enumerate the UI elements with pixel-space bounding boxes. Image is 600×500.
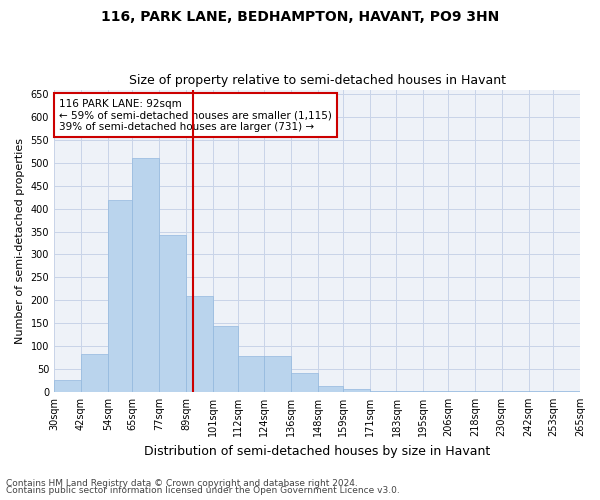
Bar bbox=[343, 388, 370, 392]
Text: 116 PARK LANE: 92sqm
← 59% of semi-detached houses are smaller (1,115)
39% of se: 116 PARK LANE: 92sqm ← 59% of semi-detac… bbox=[59, 98, 332, 132]
Bar bbox=[370, 391, 397, 392]
X-axis label: Distribution of semi-detached houses by size in Havant: Distribution of semi-detached houses by … bbox=[144, 444, 490, 458]
Bar bbox=[133, 158, 159, 392]
Bar bbox=[54, 380, 81, 392]
Text: 116, PARK LANE, BEDHAMPTON, HAVANT, PO9 3HN: 116, PARK LANE, BEDHAMPTON, HAVANT, PO9 … bbox=[101, 10, 499, 24]
Bar bbox=[159, 235, 186, 392]
Bar bbox=[186, 296, 213, 392]
Bar bbox=[397, 391, 424, 392]
Text: Contains HM Land Registry data © Crown copyright and database right 2024.: Contains HM Land Registry data © Crown c… bbox=[6, 478, 358, 488]
Bar bbox=[318, 386, 343, 392]
Bar bbox=[265, 356, 291, 392]
Bar bbox=[81, 354, 108, 392]
Text: Contains public sector information licensed under the Open Government Licence v3: Contains public sector information licen… bbox=[6, 486, 400, 495]
Bar bbox=[213, 326, 238, 392]
Bar bbox=[291, 372, 318, 392]
Y-axis label: Number of semi-detached properties: Number of semi-detached properties bbox=[15, 138, 25, 344]
Title: Size of property relative to semi-detached houses in Havant: Size of property relative to semi-detach… bbox=[128, 74, 506, 87]
Bar bbox=[108, 200, 133, 392]
Bar bbox=[238, 356, 265, 392]
